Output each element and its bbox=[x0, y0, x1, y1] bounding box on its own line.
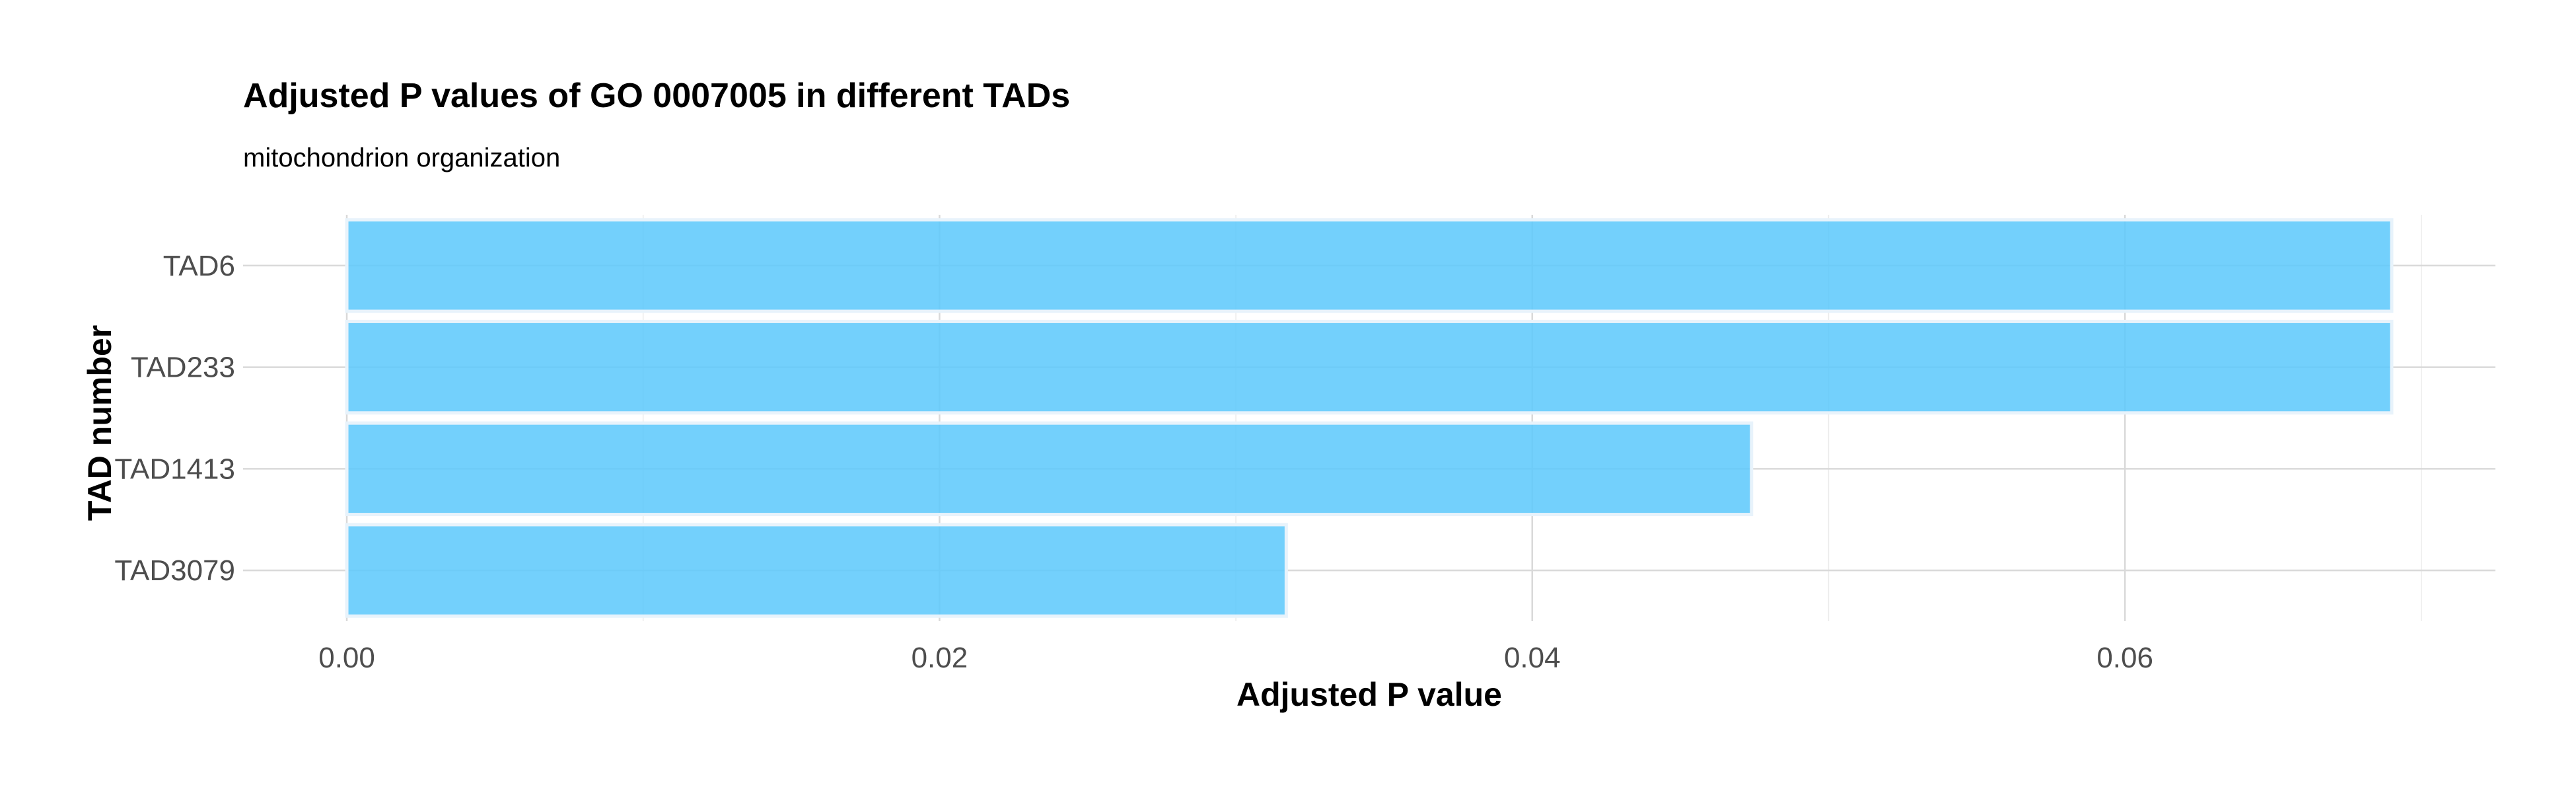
y-axis-title: TAD number bbox=[81, 325, 118, 521]
x-tick-label: 0.00 bbox=[318, 642, 375, 674]
y-tick-label: TAD3079 bbox=[114, 554, 235, 587]
bars bbox=[345, 218, 2394, 618]
bar-tad233 bbox=[345, 319, 2394, 415]
bar-tad6 bbox=[345, 218, 2394, 313]
bar-tad3079 bbox=[345, 523, 1288, 618]
x-tick-label: 0.02 bbox=[912, 642, 968, 674]
chart-title: Adjusted P values of GO 0007005 in diffe… bbox=[243, 77, 1070, 115]
x-axis-title: Adjusted P value bbox=[1236, 676, 1502, 713]
y-tick-label: TAD233 bbox=[131, 352, 235, 384]
x-tick-label: 0.04 bbox=[1504, 642, 1561, 674]
bar-tad1413 bbox=[345, 421, 1754, 517]
y-tick-label: TAD1413 bbox=[114, 453, 235, 485]
y-tick-label: TAD6 bbox=[163, 250, 235, 282]
chart-subtitle: mitochondrion organization bbox=[243, 143, 560, 172]
y-tick-labels: TAD6 TAD233 TAD1413 TAD3079 bbox=[114, 250, 235, 587]
x-tick-label: 0.06 bbox=[2096, 642, 2153, 674]
x-tick-labels: 0.00 0.02 0.04 0.06 bbox=[318, 642, 2153, 674]
